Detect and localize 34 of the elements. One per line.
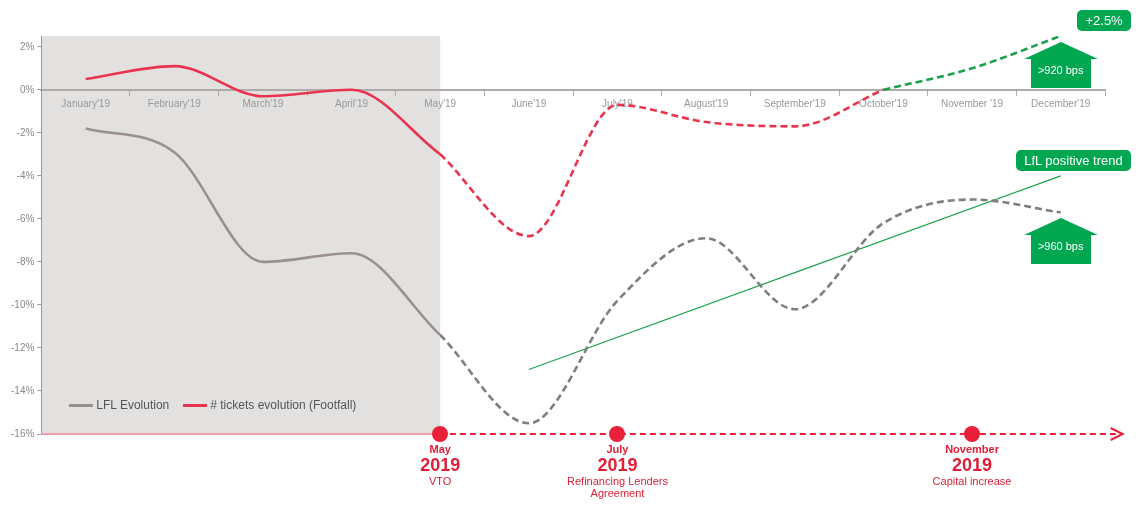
x-tick-label: February'19: [147, 97, 202, 109]
y-tick-label: 2%: [19, 40, 35, 52]
x-tick-label: May'19: [424, 97, 457, 109]
y-tick-label: -14%: [10, 384, 35, 396]
x-tick-label: March'19: [242, 97, 284, 109]
line-series: [438, 198, 1062, 425]
annotation: LfL positive trend: [1016, 149, 1131, 171]
annotation: November 2019 Capital increase: [931, 443, 1013, 488]
y-tick-label: -4%: [16, 169, 35, 181]
legend-label: # tickets evolution (Footfall): [210, 398, 357, 412]
y-tick-label: -12%: [10, 341, 35, 353]
y-tick-label: -2%: [16, 126, 35, 138]
y-tick-label: -16%: [10, 427, 35, 439]
x-tick-label: November '19: [941, 97, 1004, 109]
y-tick-label: -6%: [16, 212, 35, 224]
y-tick-label: 0%: [19, 83, 35, 95]
annotation: July 2019 Refinancing Lenders Agreement: [566, 443, 669, 500]
annotation: +2.5%: [1077, 10, 1131, 31]
annotation: >960 bps: [1036, 240, 1085, 253]
x-tick-label: June'19: [511, 97, 547, 109]
x-tick-label: April'19: [335, 97, 369, 109]
y-tick-label: -8%: [16, 255, 35, 267]
up-arrow-icon: >920 bps: [1023, 42, 1098, 88]
x-tick-label: September'19: [763, 97, 827, 109]
x-tick-label: January'19: [61, 97, 111, 109]
annotation: >920 bps: [1036, 64, 1085, 76]
legend-label: LFL Evolution: [96, 398, 170, 412]
x-tick-label: August'19: [684, 97, 729, 109]
y-tick-label: -10%: [10, 298, 35, 310]
up-arrow-icon: >960 bps: [1023, 218, 1098, 265]
x-tick-label: October'19: [859, 97, 909, 109]
x-tick-label: December'19: [1031, 97, 1091, 109]
annotation: May 2019 VTO: [419, 443, 462, 488]
line-series: [84, 127, 442, 337]
